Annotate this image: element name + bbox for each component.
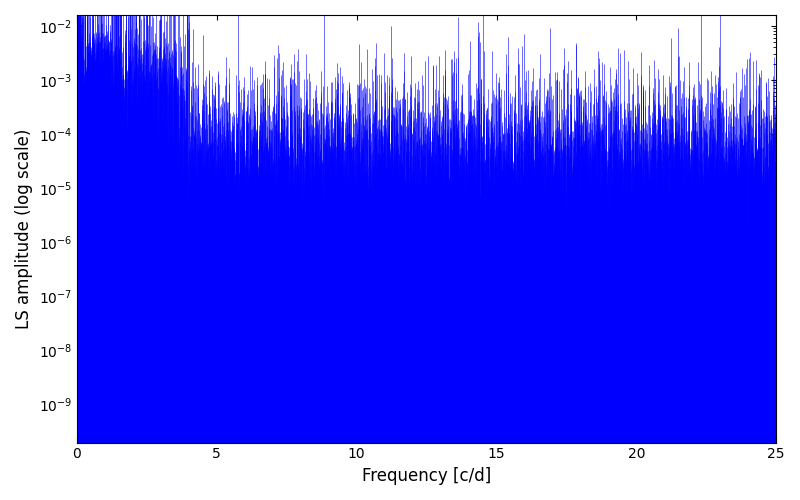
- X-axis label: Frequency [c/d]: Frequency [c/d]: [362, 467, 491, 485]
- Y-axis label: LS amplitude (log scale): LS amplitude (log scale): [15, 128, 33, 329]
